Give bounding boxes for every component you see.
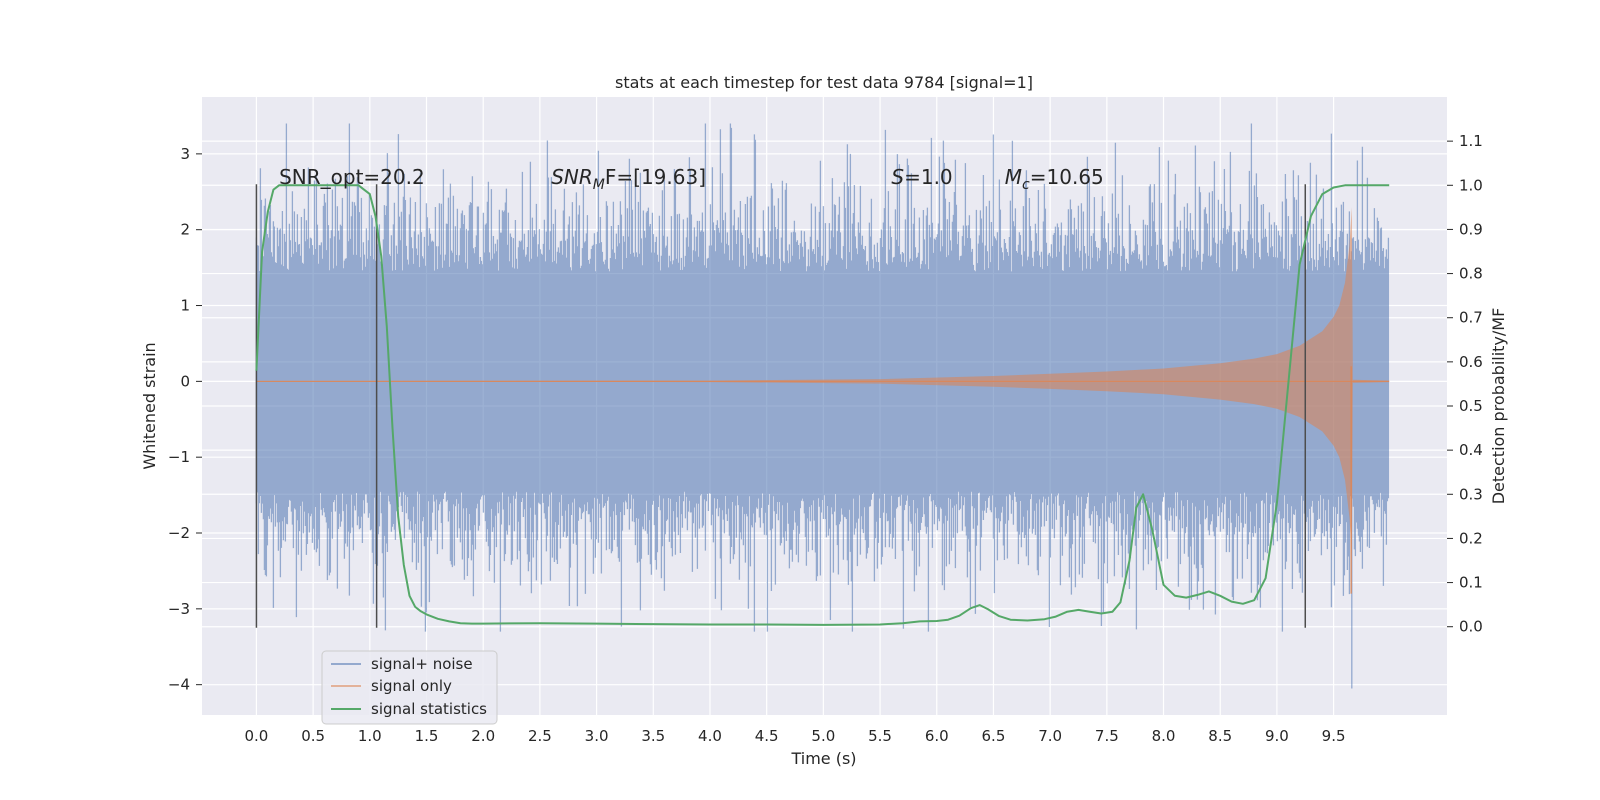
y2-tick-label: 0.4 (1459, 441, 1483, 459)
x-tick-label: 9.5 (1322, 727, 1346, 745)
legend-label-signal-only: signal only (371, 677, 452, 695)
y-tick-label: −1 (168, 448, 190, 466)
x-tick-label: 1.0 (358, 727, 382, 745)
y-tick-label: −2 (168, 524, 190, 542)
x-tick-label: 6.5 (982, 727, 1006, 745)
x-tick-label: 6.0 (925, 727, 949, 745)
y2-tick-label: 0.9 (1459, 220, 1483, 238)
y2-axis-ticks: 0.0 0.1 0.2 0.3 0.4 0.5 0.6 0.7 0.8 0.9 1.0 1.1 (1447, 132, 1483, 636)
x-tick-label: 9.0 (1265, 727, 1289, 745)
y2-tick-label: 1.1 (1459, 132, 1483, 150)
x-tick-label: 2.5 (528, 727, 552, 745)
legend-label-signal-statistics: signal statistics (371, 700, 487, 718)
x-tick-label: 5.0 (811, 727, 835, 745)
x-tick-label: 8.0 (1152, 727, 1176, 745)
x-tick-label: 2.0 (471, 727, 495, 745)
y-axis-ticks: −4 −3 −2 −1 0 1 2 3 (168, 145, 202, 694)
x-tick-label: 0.5 (301, 727, 325, 745)
annotations: SNR_opt=20.2 SNRMF=[19.63] S=1.0 Mc=10.65 (279, 165, 1104, 193)
legend: signal+ noise signal only signal statist… (321, 650, 498, 725)
y-tick-label: −4 (168, 676, 190, 694)
chart-title: stats at each timestep for test data 978… (615, 73, 1033, 92)
y2-tick-label: 0.5 (1459, 397, 1483, 415)
y-tick-label: 0 (180, 372, 190, 390)
y-tick-label: 1 (180, 297, 190, 315)
signal-statistics-line (255, 184, 1390, 626)
y2-axis-title: Detection probability/MF (1489, 308, 1508, 505)
y-axis-title: Whitened strain (140, 342, 159, 469)
x-tick-label: 8.5 (1208, 727, 1232, 745)
y-tick-label: 2 (180, 221, 190, 239)
y2-tick-label: 0.1 (1459, 574, 1483, 592)
x-tick-label: 7.0 (1038, 727, 1062, 745)
x-tick-label: 3.0 (585, 727, 609, 745)
y2-tick-label: 0.7 (1459, 309, 1483, 327)
y2-tick-label: 0.6 (1459, 353, 1483, 371)
legend-label-signal-plus-noise: signal+ noise (371, 655, 473, 673)
annotation-snr-opt: SNR_opt=20.2 (279, 165, 425, 189)
x-tick-label: 1.5 (415, 727, 439, 745)
y2-tick-label: 0.3 (1459, 485, 1483, 503)
y2-tick-label: 0.2 (1459, 529, 1483, 547)
series-signal-statistics (255, 184, 1390, 626)
y2-tick-label: 1.0 (1459, 176, 1483, 194)
y2-tick-label: 0.0 (1459, 618, 1483, 636)
x-tick-label: 7.5 (1095, 727, 1119, 745)
x-tick-label: 4.5 (755, 727, 779, 745)
x-tick-label: 3.5 (641, 727, 665, 745)
y2-tick-label: 0.8 (1459, 265, 1483, 283)
annotation-chirp-mass: Mc=10.65 (1005, 165, 1104, 193)
x-tick-label: 5.5 (868, 727, 892, 745)
series-signal-only (256, 207, 1390, 594)
x-tick-label: 4.0 (698, 727, 722, 745)
annotation-spin: S=1.0 (891, 165, 952, 189)
annotation-snr-mf: SNRMF=[19.63] (551, 165, 706, 193)
x-tick-label: 0.0 (244, 727, 268, 745)
detection-window-lines (255, 184, 1307, 628)
x-axis-title: Time (s) (790, 749, 856, 768)
legend-box (321, 650, 498, 725)
x-axis-ticks: 0.0 0.5 1.0 1.5 2.0 2.5 3.0 3.5 4.0 4.5 5.0 5.5 6.0 6… (244, 727, 1345, 745)
y-tick-label: 3 (180, 145, 190, 163)
y-tick-label: −3 (168, 600, 190, 618)
